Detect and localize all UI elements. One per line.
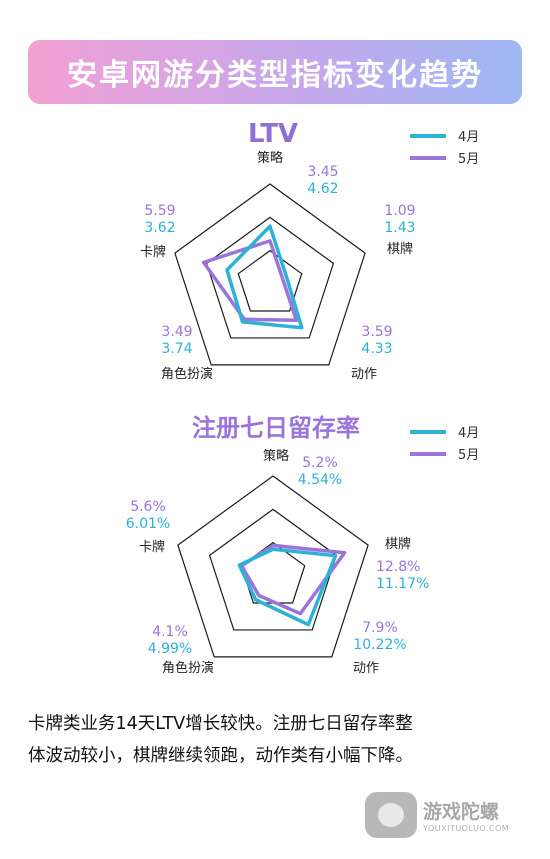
value-label-may-0: 5.2% (302, 455, 338, 471)
axis-label-2: 动作 (353, 661, 379, 676)
axis-label-1: 棋牌 (387, 241, 413, 257)
series-polygon-4月 (225, 224, 304, 330)
axis-label-1: 棋牌 (385, 536, 411, 552)
watermark-logo-icon (365, 792, 417, 838)
chart-title: LTV (248, 119, 298, 149)
grid-ring-1 (205, 216, 335, 339)
value-label-may-3: 3.49 (161, 324, 192, 340)
summary-line-2: 体波动较小，棋牌继续领跑，动作类有小幅下降。 (28, 746, 413, 766)
value-label-apr-4: 6.01% (126, 516, 170, 532)
grid-ring-0 (174, 183, 366, 366)
grid-ring-0 (177, 475, 369, 658)
value-label-apr-0: 4.62 (307, 181, 338, 197)
value-label-may-0: 3.45 (307, 164, 338, 180)
page-title: 安卓网游分类型指标变化趋势 (67, 58, 483, 93)
chart-title: 注册七日留存率 (192, 414, 360, 442)
series-polygon-4月 (237, 547, 338, 627)
ltv-radar-chart: LTV 4月 5月 策略 3.454.62 棋牌 1.091.43 动作 3.594.33 角色扮… (140, 119, 479, 382)
series-polygon-5月 (201, 239, 299, 323)
grid-ring-1 (208, 508, 338, 631)
retention-radar-chart: 注册七日留存率 4月 5月 策略 5.2%4.54% 棋牌 12.8%11.17% 动作 7.9… (126, 414, 480, 676)
watermark-url: YOUXITUOLUO.COM (423, 824, 510, 833)
legend-label-0: 4月 (458, 130, 479, 145)
value-label-apr-2: 10.22% (353, 637, 406, 653)
grid-ring-2 (237, 249, 303, 312)
value-label-may-1: 1.09 (384, 203, 415, 219)
legend-label-1: 5月 (458, 448, 479, 463)
value-label-may-2: 3.59 (361, 324, 392, 340)
summary-line-1: 卡牌类业务14天LTV增长较快。注册七日留存率整 (28, 714, 413, 734)
value-label-apr-3: 3.74 (161, 341, 192, 357)
value-label-apr-4: 3.62 (144, 220, 175, 236)
axis-label-2: 动作 (351, 367, 377, 382)
value-label-apr-0: 4.54% (298, 472, 342, 488)
value-label-apr-1: 11.17% (376, 576, 429, 592)
value-label-may-3: 4.1% (152, 624, 188, 640)
axis-label-0: 策略 (257, 150, 283, 166)
value-label-may-2: 7.9% (362, 620, 398, 636)
legend-label-0: 4月 (458, 426, 479, 441)
watermark: 游戏陀螺 YOUXITUOLUO.COM (365, 789, 525, 841)
title-banner: 安卓网游分类型指标变化趋势 (28, 40, 522, 104)
legend-label-1: 5月 (458, 152, 479, 167)
axis-label-4: 卡牌 (139, 539, 165, 555)
value-label-may-1: 12.8% (376, 559, 420, 575)
axis-label-4: 卡牌 (140, 244, 166, 260)
value-label-apr-3: 4.99% (148, 641, 192, 657)
watermark-name: 游戏陀螺 (423, 801, 500, 823)
value-label-may-4: 5.59 (144, 203, 175, 219)
value-label-apr-2: 4.33 (361, 341, 392, 357)
axis-label-0: 策略 (263, 448, 289, 464)
summary-text: 卡牌类业务14天LTV增长较快。注册七日留存率整 体波动较小，棋牌继续领跑，动作… (28, 708, 528, 772)
axis-label-3: 角色扮演 (162, 660, 214, 676)
value-label-may-4: 5.6% (130, 499, 166, 515)
axis-label-3: 角色扮演 (161, 366, 213, 382)
value-label-apr-1: 1.43 (384, 220, 415, 236)
